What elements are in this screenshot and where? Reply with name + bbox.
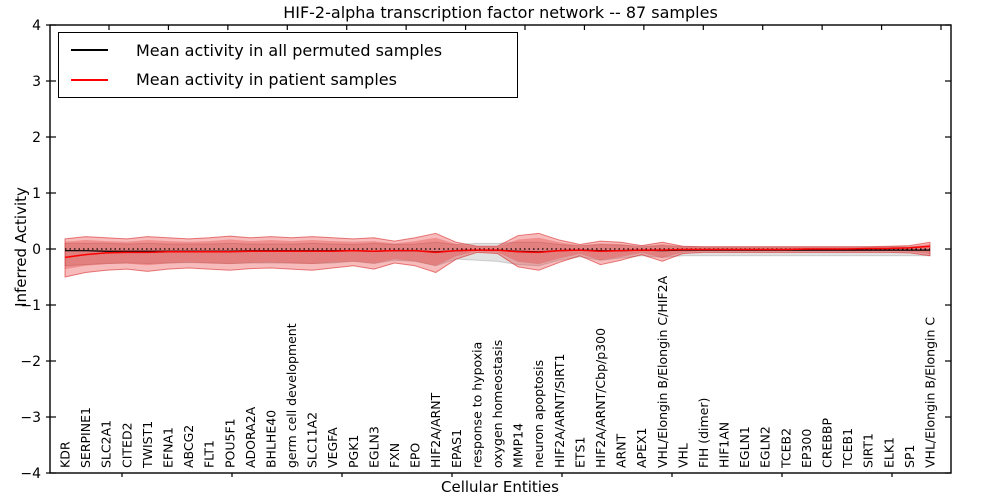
x-category-label: ADORA2A xyxy=(243,406,258,468)
x-category-label: ELK1 xyxy=(881,437,896,468)
x-category-label: FLT1 xyxy=(202,440,217,468)
y-tick-label: −2 xyxy=(20,354,41,370)
x-category-label: APEX1 xyxy=(634,427,649,468)
x-category-label: EPO xyxy=(408,443,423,468)
y-tick-label: 1 xyxy=(32,186,41,202)
x-category-label: oxygen homeostasis xyxy=(490,340,505,468)
x-category-label: POU5F1 xyxy=(222,418,237,468)
x-axis-label: Cellular Entities xyxy=(441,478,559,496)
x-category-label: HIF1AN xyxy=(717,422,732,468)
x-category-label: VHL xyxy=(675,443,690,468)
x-category-label: EPAS1 xyxy=(449,429,464,468)
x-category-label: EP300 xyxy=(799,429,814,468)
patient-line-swatch xyxy=(71,78,108,81)
x-category-label: FXN xyxy=(387,443,402,468)
x-category-label: SLC2A1 xyxy=(99,420,114,468)
y-tick-label: 2 xyxy=(32,130,41,146)
x-category-label: SP1 xyxy=(902,445,917,468)
x-category-label: PGK1 xyxy=(346,435,361,468)
chart-title: HIF-2-alpha transcription factor network… xyxy=(283,3,718,22)
y-axis-label: Inferred Activity xyxy=(12,187,30,307)
patient-mean-line xyxy=(64,245,931,259)
legend-item-permuted: Mean activity in all permuted samples xyxy=(59,36,517,64)
legend-label-patient: Mean activity in patient samples xyxy=(136,70,397,90)
y-tick-label: 3 xyxy=(32,74,41,90)
x-category-label: EGLN1 xyxy=(737,426,752,468)
x-category-label: KDR xyxy=(58,441,73,468)
patient-std-band-inner xyxy=(65,237,930,270)
x-category-label: TCEB1 xyxy=(840,428,855,469)
x-category-label: CITED2 xyxy=(119,422,134,468)
x-category-label: VHL/Elongin B/Elongin C xyxy=(923,317,938,468)
x-category-label: ABCG2 xyxy=(181,425,196,468)
x-category-label: ETS1 xyxy=(572,437,587,468)
x-category-label: MMP14 xyxy=(511,423,526,468)
y-tick-label: −3 xyxy=(20,410,41,426)
x-category-label: CREBBP xyxy=(820,418,835,468)
x-category-label: FIH (dimer) xyxy=(696,398,711,468)
legend: Mean activity in all permuted samples Me… xyxy=(58,32,518,98)
x-category-label: SIRT1 xyxy=(861,433,876,468)
y-tick-label: 0 xyxy=(32,242,41,258)
y-tick-label: −4 xyxy=(20,466,41,482)
permuted-line-swatch xyxy=(71,49,108,52)
y-tick-label: 4 xyxy=(32,18,41,34)
x-category-label: EFNA1 xyxy=(160,427,175,468)
x-category-label: VEGFA xyxy=(325,427,340,468)
x-category-label: germ cell development xyxy=(284,323,299,468)
patient-std-band-outer xyxy=(64,232,931,278)
legend-item-patient: Mean activity in patient samples xyxy=(59,66,517,94)
x-category-label: ARNT xyxy=(614,433,629,468)
x-category-label: EGLN3 xyxy=(366,426,381,468)
legend-label-permuted: Mean activity in all permuted samples xyxy=(136,40,443,60)
x-category-label: HIF2A/ARNT/SIRT1 xyxy=(552,354,567,468)
y-tick-label: −1 xyxy=(20,298,41,314)
x-category-label: VHL/Elongin B/Elongin C/HIF2A xyxy=(655,275,670,468)
x-category-label: response to hypoxia xyxy=(469,342,484,468)
x-category-label: EGLN2 xyxy=(758,426,773,468)
x-category-label: neuron apoptosis xyxy=(531,360,546,468)
x-category-label: SLC11A2 xyxy=(305,412,320,468)
x-category-label: HIF2A/ARNT/Cbp/p300 xyxy=(593,328,608,468)
x-category-label: SERPINE1 xyxy=(78,407,93,468)
x-category-label: TCEB2 xyxy=(778,428,793,469)
x-category-label: TWIST1 xyxy=(140,421,155,469)
x-category-label: BHLHE40 xyxy=(263,410,278,468)
x-category-label: HIF2A/ARNT xyxy=(428,392,443,468)
